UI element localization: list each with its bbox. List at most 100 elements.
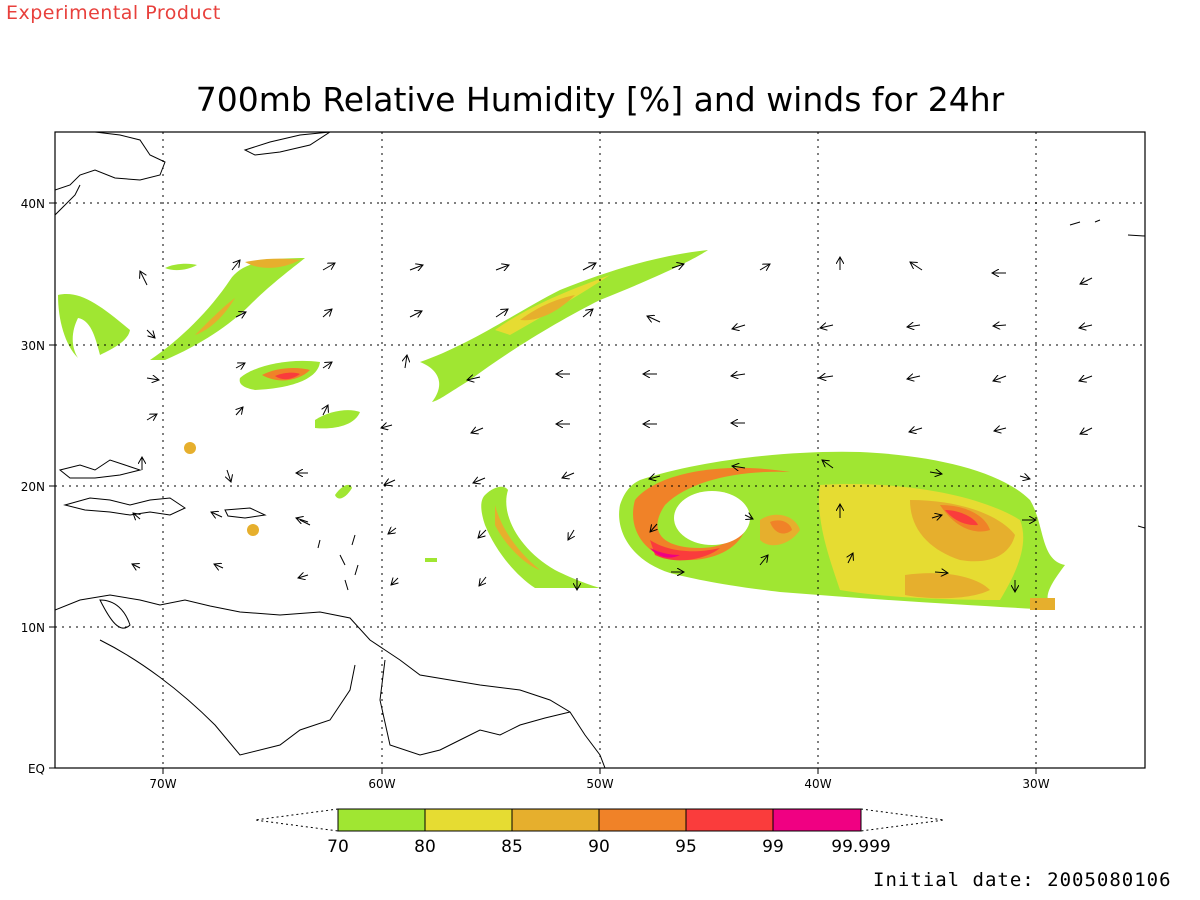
wind-arrow: [478, 529, 487, 538]
wind-arrow: [227, 469, 231, 482]
humidity-70-region: [335, 484, 352, 499]
us-east-coast: [55, 184, 81, 216]
humidity-85-region: [184, 442, 196, 454]
wind-arrow: [759, 555, 768, 566]
wind-arrow: [562, 473, 575, 478]
lat-tick-label: 10N: [21, 621, 45, 635]
venezuela-border: [99, 639, 356, 756]
wind-arrow: [236, 407, 243, 416]
wind-arrow: [479, 576, 486, 586]
wind-arrow: [907, 325, 921, 327]
lon-tick-label: 70W: [149, 777, 176, 791]
humidity-99-region: [650, 548, 680, 558]
wind-arrow: [671, 264, 684, 268]
hispaniola-coast: [63, 497, 187, 516]
wind-arrow: [744, 515, 753, 519]
lon-tick-label: 60W: [368, 777, 395, 791]
wind-arrow: [409, 265, 423, 270]
colorbar-swatch: [424, 808, 513, 832]
wind-vectors: [132, 257, 1093, 592]
graticule: [55, 132, 1145, 768]
humidity-85-region: [520, 295, 575, 321]
wind-arrow: [473, 478, 486, 483]
wind-arrow: [471, 428, 484, 433]
wind-arrow: [467, 377, 481, 380]
humidity-95-region: [275, 372, 300, 380]
humidity-70-region: [315, 410, 360, 429]
wind-arrow: [650, 523, 657, 532]
wind-arrow: [322, 263, 335, 271]
wind-arrow: [235, 363, 245, 368]
lat-tick-label: EQ: [28, 762, 45, 776]
wind-arrow: [909, 428, 923, 432]
map-title: 700mb Relative Humidity [%] and winds fo…: [195, 80, 1005, 119]
colorbar-left-extension: [254, 808, 339, 832]
wind-arrow: [822, 460, 834, 469]
wind-arrow: [323, 405, 328, 416]
longitude-ticks: 70W 60W 50W 40W 30W: [149, 768, 1050, 791]
lat-tick-label: 40N: [21, 197, 45, 211]
wind-arrow: [495, 309, 508, 318]
wind-arrow: [820, 325, 834, 328]
wind-arrow: [929, 472, 942, 474]
south-america-coast: [55, 594, 606, 768]
wind-arrow: [381, 425, 393, 428]
lon-tick-label: 40W: [804, 777, 831, 791]
coastlines: [55, 132, 1145, 768]
humidity-90-region: [633, 467, 790, 561]
wind-arrow: [146, 378, 159, 380]
wind-arrow: [146, 329, 155, 338]
colorbar-label: 99: [762, 837, 784, 857]
us-northeast-coast: [55, 132, 166, 191]
humidity-90-region: [770, 520, 792, 534]
humidity-85-region: [905, 573, 990, 599]
humidity-85-region: [195, 298, 235, 335]
wind-arrow: [819, 376, 834, 378]
wind-arrow: [910, 262, 923, 271]
wind-arrow: [391, 578, 398, 585]
wind-arrow: [388, 528, 397, 534]
colorbar-swatch: [685, 808, 774, 832]
humidity-95-region: [945, 510, 978, 526]
wind-arrow: [1019, 476, 1030, 479]
colorbar-label: 80: [414, 837, 436, 857]
wind-arrow: [993, 325, 1007, 326]
wind-arrow: [214, 564, 224, 568]
humidity-70-region: [420, 250, 708, 402]
wind-arrow: [140, 271, 148, 286]
colorbar-swatch: [337, 808, 426, 832]
wind-arrow: [231, 260, 240, 271]
wind-arrow: [649, 476, 661, 479]
colorbar-swatch: [598, 808, 687, 832]
wind-arrow: [647, 316, 661, 322]
latitude-ticks: 40N 30N 20N 10N EQ: [21, 197, 55, 776]
wind-arrow: [993, 376, 1007, 381]
wind-arrow: [322, 362, 332, 368]
wind-arrow: [1080, 428, 1093, 434]
wind-arrow: [235, 312, 246, 317]
wind-arrow: [1080, 278, 1093, 284]
wind-arrow: [405, 355, 407, 369]
azores-islands: [1069, 219, 1145, 237]
lake-maracaibo-coast: [99, 599, 131, 629]
humidity-85-region: [245, 258, 300, 268]
cuba-coast: [58, 459, 142, 479]
wind-arrow: [296, 518, 309, 522]
lon-tick-label: 50W: [586, 777, 613, 791]
wind-arrow: [409, 311, 422, 317]
wind-arrow: [1079, 325, 1093, 328]
wind-arrow: [322, 309, 332, 318]
humidity-70-region: [58, 294, 130, 358]
experimental-product-label: Experimental Product: [6, 2, 221, 24]
humidity-85-region: [247, 524, 259, 536]
lat-tick-label: 20N: [21, 480, 45, 494]
wind-arrow: [146, 414, 157, 420]
humidity-85-region: [495, 505, 540, 570]
humidity-70-region: [425, 558, 437, 562]
wind-arrow: [732, 325, 746, 329]
wind-arrow: [907, 376, 921, 379]
wind-arrow: [582, 263, 596, 271]
colorbar-label: 70: [327, 837, 349, 857]
wind-arrow: [133, 513, 140, 519]
